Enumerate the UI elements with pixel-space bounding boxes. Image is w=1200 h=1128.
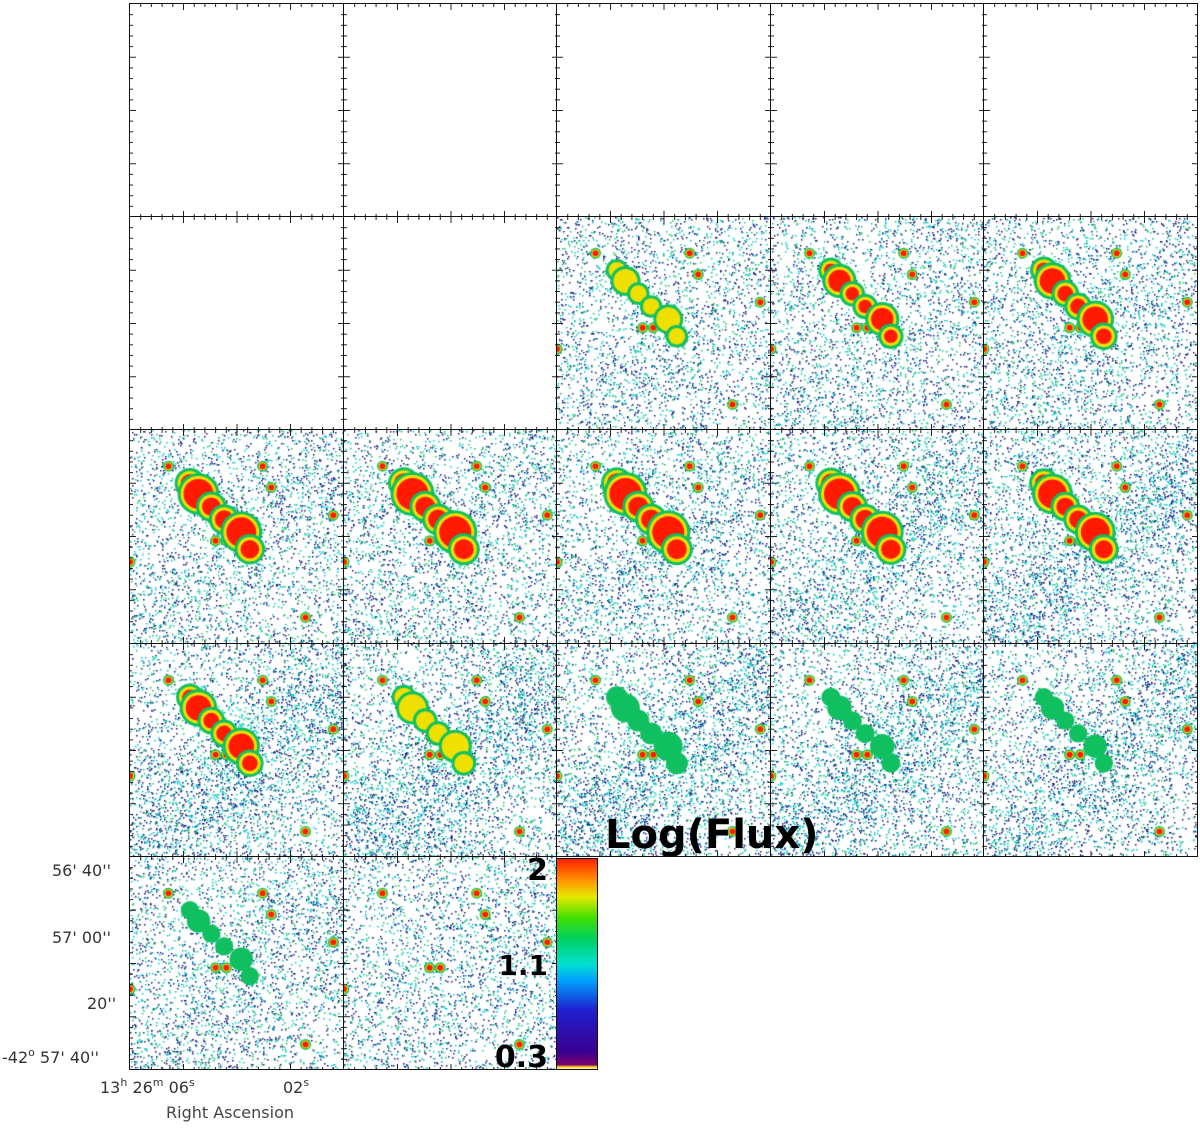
channel-map-image xyxy=(557,643,770,856)
channel-panel-r0-c4 xyxy=(983,3,1198,218)
channel-panel-r1-c2 xyxy=(556,216,771,431)
panel-tick-marks xyxy=(984,4,1197,217)
channel-panel-r1-c0 xyxy=(129,216,344,431)
panel-tick-marks xyxy=(557,4,770,217)
x-tick-label-2: 02s xyxy=(283,1076,310,1097)
channel-panel-r3-c2 xyxy=(556,642,771,857)
channel-map-image xyxy=(557,217,770,430)
channel-panel-r2-c2 xyxy=(556,429,771,644)
channel-map-image xyxy=(770,430,984,643)
channel-map-image xyxy=(984,643,1197,856)
colorbar-tick-max: 2 xyxy=(527,853,548,888)
panel-tick-marks xyxy=(130,217,343,430)
channel-panel-r0-c0 xyxy=(129,3,344,218)
channel-map-image xyxy=(130,856,343,1069)
channel-panel-r0-c2 xyxy=(556,3,771,218)
y-tick-label-3: 20'' xyxy=(87,994,117,1013)
channel-panel-r3-c0 xyxy=(129,642,344,857)
colorbar xyxy=(556,858,598,1070)
panel-tick-marks xyxy=(343,4,557,217)
y-tick-label-2: 57' 00'' xyxy=(52,928,112,947)
x-axis-title: Right Ascension xyxy=(166,1103,294,1122)
colorbar-tick-min: 0.3 xyxy=(494,1040,548,1075)
channel-panel-r2-c0 xyxy=(129,429,344,644)
channel-map-image xyxy=(770,217,984,430)
channel-panel-r0-c3 xyxy=(769,3,985,218)
channel-panel-r2-c4 xyxy=(983,429,1198,644)
channel-panel-r2-c1 xyxy=(342,429,558,644)
channel-panel-r3-c3 xyxy=(769,642,985,857)
channel-panel-r1-c3 xyxy=(769,216,985,431)
y-tick-label-1: 56' 40'' xyxy=(52,861,112,880)
channel-panel-r4-c1 xyxy=(342,855,558,1070)
channel-map-image xyxy=(984,217,1197,430)
channel-panel-r2-c3 xyxy=(769,429,985,644)
channel-map-image xyxy=(557,430,770,643)
panel-tick-marks xyxy=(770,4,984,217)
panel-tick-marks xyxy=(130,4,343,217)
channel-map-image xyxy=(130,643,343,856)
y-tick-label-4: -42o 57' 40'' xyxy=(2,1046,99,1067)
colorbar-title: Log(Flux) xyxy=(605,812,819,858)
x-tick-label-1: 13h 26m 06s xyxy=(100,1076,195,1097)
colorbar-tick-mid: 1.1 xyxy=(498,949,548,982)
channel-panel-r0-c1 xyxy=(342,3,558,218)
channel-map-image xyxy=(343,643,557,856)
channel-map-image xyxy=(130,430,343,643)
channel-panel-r4-c0 xyxy=(129,855,344,1070)
channel-panel-r3-c4 xyxy=(983,642,1198,857)
channel-map-image xyxy=(770,643,984,856)
channel-map-image xyxy=(984,430,1197,643)
panel-tick-marks xyxy=(343,217,557,430)
channel-map-image xyxy=(343,856,557,1069)
channel-panel-r1-c1 xyxy=(342,216,558,431)
channel-panel-r1-c4 xyxy=(983,216,1198,431)
channel-panel-r3-c1 xyxy=(342,642,558,857)
channel-map-image xyxy=(343,430,557,643)
